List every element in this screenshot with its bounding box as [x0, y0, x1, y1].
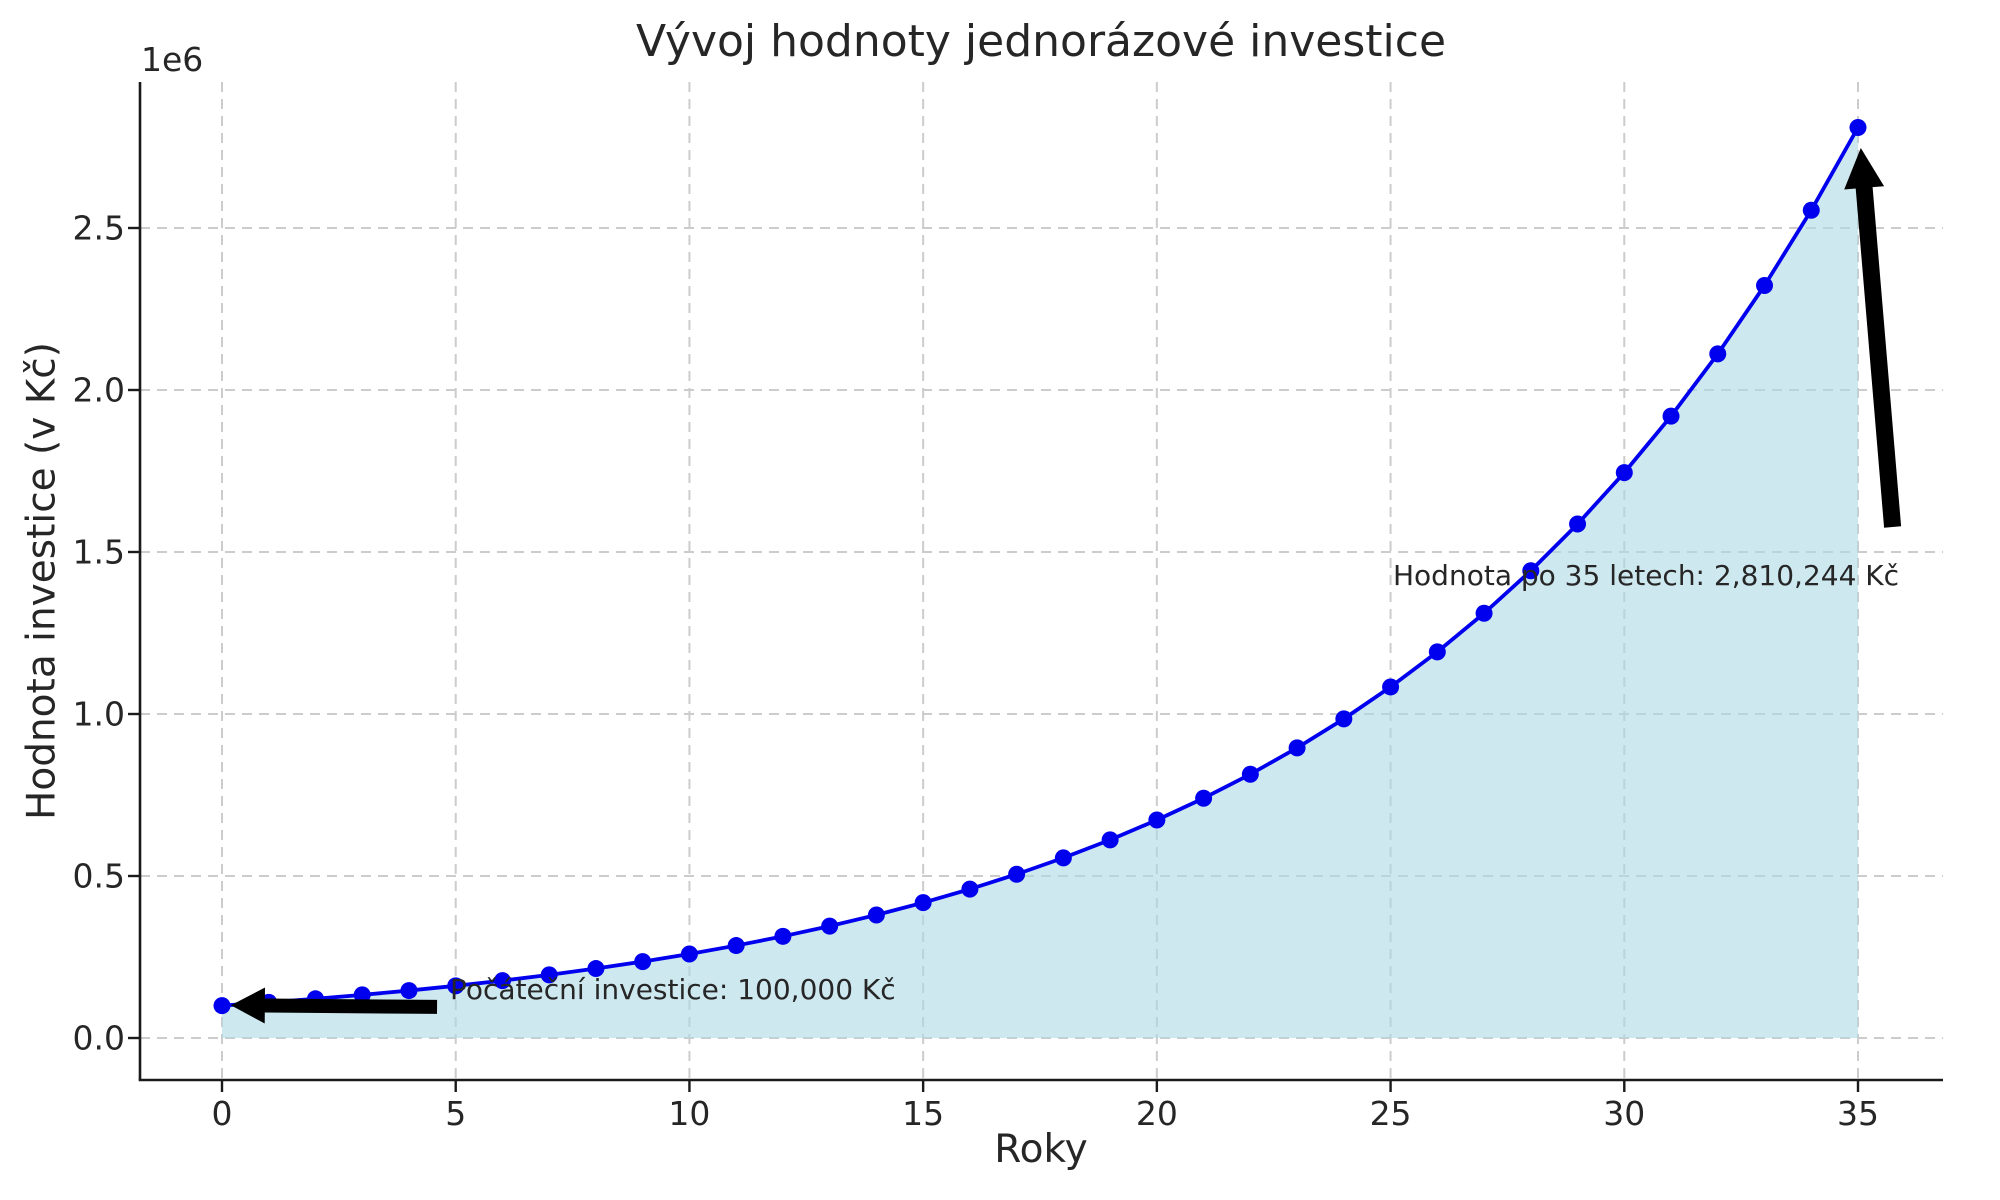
x-tick-label: 25: [1369, 1094, 1412, 1133]
y-tick-label: 0.5: [72, 856, 125, 896]
x-tick-label: 0: [211, 1094, 233, 1133]
arrow-final-value: [1844, 148, 1902, 528]
x-axis-label: Roky: [994, 1127, 1088, 1172]
y-axis-offset-text: 1e6: [141, 40, 204, 79]
chart-title: Vývoj hodnoty jednorázové investice: [635, 16, 1447, 67]
y-tick-label: 1.5: [72, 532, 125, 572]
y-tick-label: 2.5: [72, 208, 125, 248]
x-tick-label: 5: [445, 1094, 467, 1133]
x-tick-label: 15: [902, 1094, 945, 1133]
annotation-final-value: Hodnota po 35 letech: 2,810,244 Kč: [1393, 559, 1900, 592]
y-tick-label: 1.0: [72, 694, 125, 734]
annotation-initial-investment: Počáteční investice: 100,000 Kč: [450, 973, 896, 1006]
arrow-initial-investment: [230, 987, 438, 1024]
x-tick-label: 10: [668, 1094, 711, 1133]
x-tick-label: 35: [1837, 1094, 1879, 1133]
x-tick-label: 30: [1603, 1094, 1646, 1133]
y-axis-label: Hodnota investice (v Kč): [19, 342, 65, 820]
y-tick-label: 0.0: [72, 1018, 125, 1058]
y-tick-label: 2.0: [72, 370, 125, 410]
x-tick-label: 20: [1135, 1094, 1178, 1133]
